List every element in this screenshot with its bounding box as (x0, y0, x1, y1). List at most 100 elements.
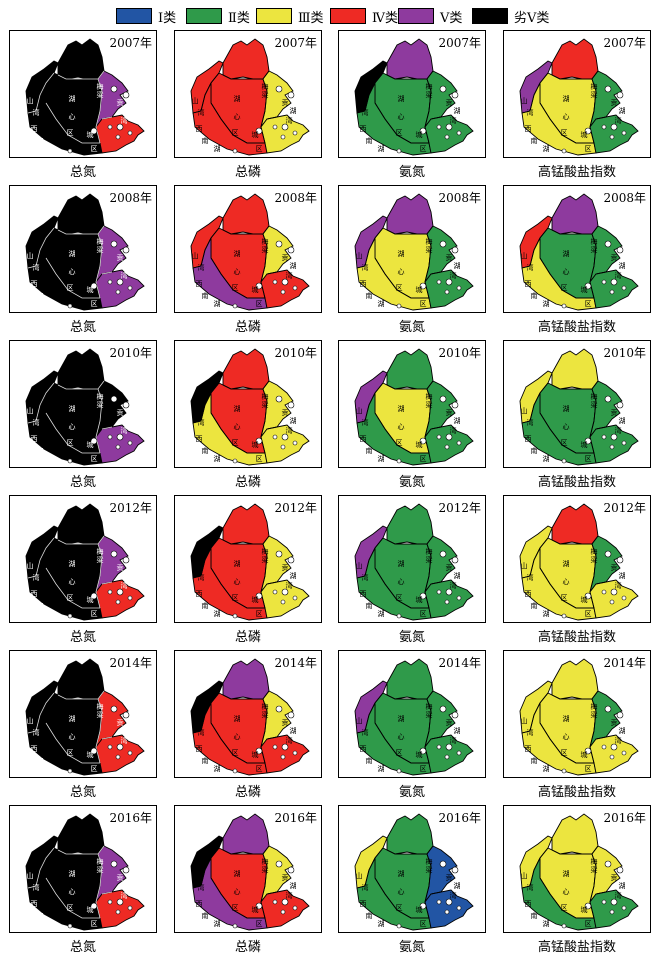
zone-boundary (101, 891, 113, 895)
island (610, 123, 618, 131)
region-label: 南 (531, 291, 538, 300)
region-label: 西 (196, 125, 203, 133)
zone-boundary (386, 535, 434, 545)
island (621, 440, 627, 446)
region-label: 梅 (97, 547, 104, 556)
map-panel: 梅梁贡湖湾山湾湖心区西南湖城区 2007年 (503, 30, 651, 158)
zone-boundary (430, 426, 442, 430)
zone-boundary (192, 847, 220, 889)
region-label: 区 (561, 904, 568, 912)
region-label: 城 (416, 596, 423, 604)
region-label: 湖 (543, 299, 550, 308)
region-label: 城 (252, 441, 259, 449)
region-label: 区 (91, 455, 98, 463)
zone-boundary (210, 567, 265, 609)
region-label: 山 (521, 871, 528, 880)
region-label: 西 (360, 745, 367, 753)
region-label: 湾 (286, 116, 293, 125)
map-panel: 梅梁贡湖湾山湾湖心区西南湖城区 2008年 (503, 185, 651, 313)
region-label: 湖 (69, 404, 76, 413)
region-label: 湖 (125, 571, 132, 580)
panel-caption: 总磷 (234, 320, 261, 335)
region-label: 贡 (446, 409, 453, 417)
region-label: 城 (416, 751, 423, 759)
region-label: 湖 (69, 94, 76, 103)
zone-boundary (386, 845, 434, 855)
panel-year: 2012年 (109, 501, 152, 515)
island (604, 860, 612, 868)
island (451, 401, 459, 409)
region-label: 南 (366, 446, 373, 455)
island (275, 860, 283, 868)
region-label: 梁 (262, 90, 269, 99)
panel-caption: 高锰酸盐指数 (537, 940, 616, 955)
region-label: 湖 (398, 94, 405, 103)
region-label: 贡 (611, 409, 618, 417)
island (280, 444, 286, 450)
region-label: 湖 (234, 94, 241, 103)
zone-n (386, 503, 434, 545)
legend-label: Ⅲ类 (298, 10, 324, 26)
region-label: 南 (366, 911, 373, 920)
island (255, 902, 263, 910)
zone-boundary (95, 78, 103, 144)
region-label: 梁 (262, 245, 269, 254)
zone-boundary (430, 116, 442, 120)
island (456, 750, 462, 756)
island (272, 434, 278, 440)
region-label: 山 (192, 716, 199, 725)
region-label: 湾 (198, 573, 205, 582)
region-label: 西 (196, 900, 203, 908)
island (67, 148, 73, 154)
region-label: 城 (87, 131, 94, 139)
panel-caption: 氨氮 (398, 320, 425, 335)
island (561, 148, 567, 154)
region-label: 南 (202, 601, 209, 610)
region-label: 心 (563, 888, 570, 896)
region-label: 区 (420, 145, 427, 153)
region-label: 心 (234, 113, 241, 121)
region-label: 西 (525, 745, 532, 753)
region-label: 湖 (214, 144, 221, 153)
island (292, 130, 298, 136)
zone-n (551, 193, 599, 235)
region-label: 湾 (450, 426, 457, 435)
island (451, 91, 459, 99)
island (287, 866, 295, 874)
region-label: 城 (416, 441, 423, 449)
region-label: 区 (420, 300, 427, 308)
island (127, 750, 133, 756)
island (616, 401, 624, 409)
zone-boundary (210, 257, 265, 299)
zone-n (222, 38, 270, 80)
panel-year: 2010年 (438, 346, 481, 360)
region-label: 山 (27, 96, 34, 105)
zone-boundary (539, 877, 594, 919)
region-label: 区 (396, 904, 403, 912)
zone-boundary (27, 847, 55, 889)
zone-boundary (95, 543, 103, 609)
region-label: 湾 (286, 271, 293, 280)
map-panel: 梅梁贡湖湾山湾湖心区西南湖城区 2012年 (338, 495, 486, 623)
region-label: 梁 (426, 400, 433, 409)
region-label: 梅 (426, 82, 433, 91)
map-panel: 梅梁贡湖湾山湾湖心区西南湖城区 2008年 (174, 185, 322, 313)
panel-caption: 氨氮 (398, 630, 425, 645)
island (90, 902, 98, 910)
zone-n (386, 348, 434, 390)
island (419, 437, 427, 445)
zone-boundary (210, 877, 265, 919)
region-label: 湾 (527, 883, 534, 892)
region-label: 湖 (378, 299, 385, 308)
region-label: 湖 (125, 106, 132, 115)
island (275, 240, 283, 248)
region-label: 区 (232, 749, 239, 757)
region-label: 梁 (97, 245, 104, 254)
island (445, 278, 453, 286)
region-label: 心 (563, 733, 570, 741)
